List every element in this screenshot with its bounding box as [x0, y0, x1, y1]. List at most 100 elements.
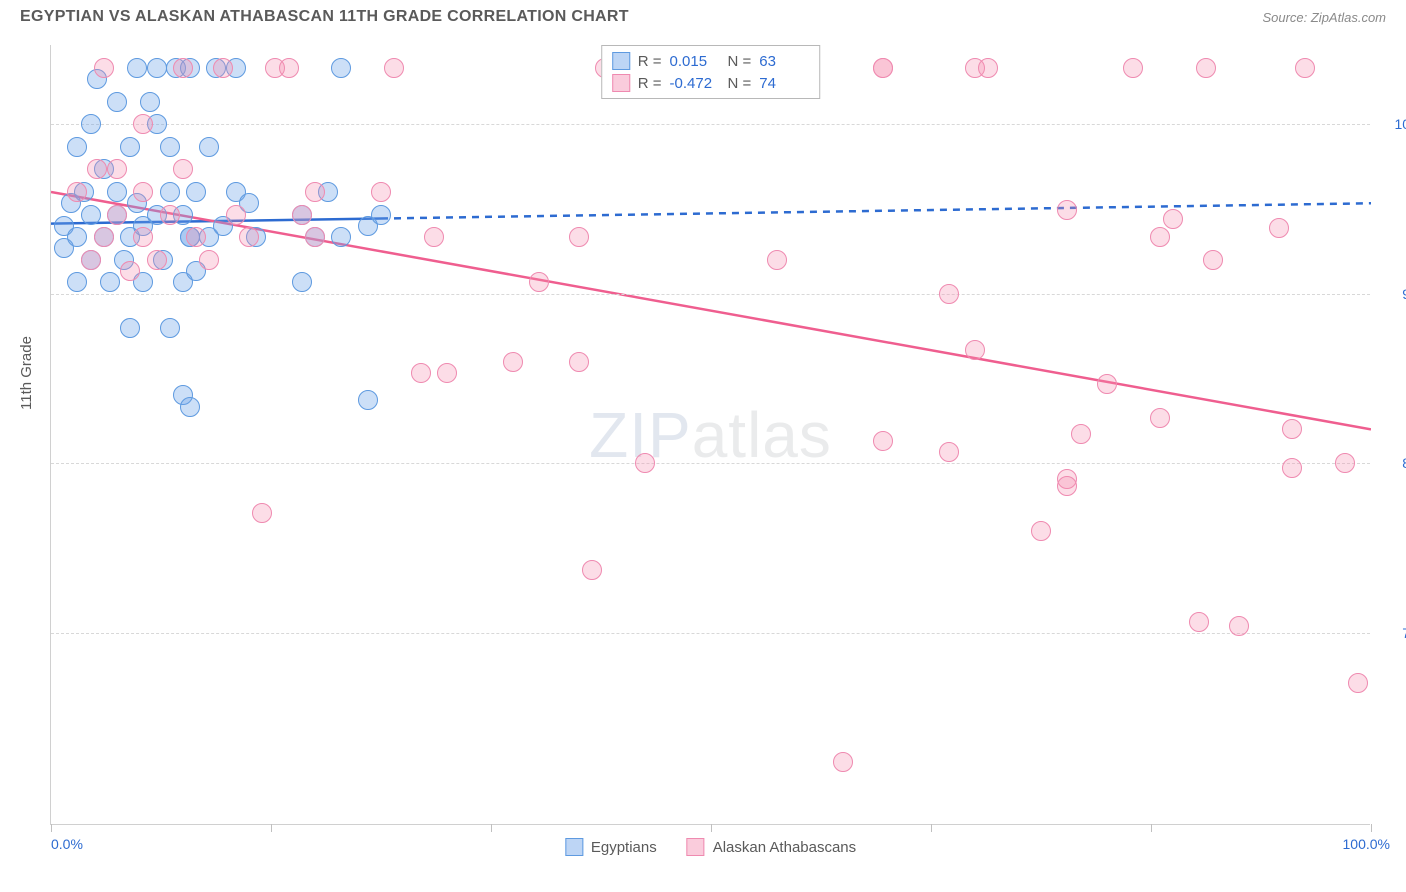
data-point-egyptians	[120, 137, 140, 157]
stats-row: R = -0.472 N = 74	[612, 72, 810, 94]
data-point-egyptians	[199, 137, 219, 157]
data-point-alaskan	[873, 431, 893, 451]
data-point-alaskan	[199, 250, 219, 270]
data-point-egyptians	[331, 58, 351, 78]
data-point-alaskan	[107, 159, 127, 179]
x-tick	[1371, 824, 1372, 832]
x-tick	[931, 824, 932, 832]
data-point-alaskan	[978, 58, 998, 78]
chart-header: EGYPTIAN VS ALASKAN ATHABASCAN 11TH GRAD…	[0, 0, 1406, 30]
legend-swatch	[612, 52, 630, 70]
data-point-alaskan	[1189, 612, 1209, 632]
data-point-alaskan	[939, 284, 959, 304]
data-point-egyptians	[67, 272, 87, 292]
data-point-egyptians	[331, 227, 351, 247]
data-point-egyptians	[160, 318, 180, 338]
x-tick	[51, 824, 52, 832]
legend-label: Alaskan Athabascans	[713, 839, 856, 856]
data-point-egyptians	[67, 137, 87, 157]
data-point-alaskan	[1229, 616, 1249, 636]
data-point-alaskan	[939, 442, 959, 462]
x-axis-min-label: 0.0%	[51, 836, 83, 852]
chart-title: EGYPTIAN VS ALASKAN ATHABASCAN 11TH GRAD…	[20, 8, 629, 26]
stats-legend-box: R = 0.015 N = 63 R = -0.472 N = 74	[601, 45, 821, 99]
bottom-legend: Egyptians Alaskan Athabascans	[565, 838, 856, 856]
data-point-alaskan	[873, 58, 893, 78]
data-point-alaskan	[1097, 374, 1117, 394]
data-point-alaskan	[384, 58, 404, 78]
trend-line	[381, 203, 1371, 218]
data-point-alaskan	[1335, 453, 1355, 473]
data-point-egyptians	[107, 92, 127, 112]
y-axis-label: 11th Grade	[18, 336, 35, 410]
data-point-alaskan	[1031, 521, 1051, 541]
data-point-alaskan	[965, 340, 985, 360]
data-point-alaskan	[1071, 424, 1091, 444]
data-point-alaskan	[424, 227, 444, 247]
data-point-alaskan	[94, 58, 114, 78]
n-value: 74	[759, 75, 809, 92]
y-tick-label: 92.5%	[1402, 286, 1406, 302]
data-point-alaskan	[107, 205, 127, 225]
data-point-alaskan	[239, 227, 259, 247]
data-point-alaskan	[1282, 458, 1302, 478]
data-point-alaskan	[1295, 58, 1315, 78]
data-point-alaskan	[411, 363, 431, 383]
data-point-egyptians	[147, 58, 167, 78]
data-point-egyptians	[140, 92, 160, 112]
data-point-alaskan	[305, 227, 325, 247]
data-point-alaskan	[133, 182, 153, 202]
data-point-egyptians	[160, 137, 180, 157]
chart-plot-area: ZIPatlas 77.5%85.0%92.5%100.0% R =0.015N…	[50, 45, 1370, 825]
data-point-alaskan	[292, 205, 312, 225]
x-axis-max-label: 100.0%	[1343, 836, 1390, 852]
data-point-egyptians	[67, 227, 87, 247]
gridline-h	[51, 463, 1370, 464]
data-point-alaskan	[1203, 250, 1223, 270]
data-point-alaskan	[1348, 673, 1368, 693]
data-point-alaskan	[252, 503, 272, 523]
x-tick	[711, 824, 712, 832]
data-point-alaskan	[437, 363, 457, 383]
data-point-egyptians	[107, 182, 127, 202]
legend-item: Egyptians	[565, 838, 657, 856]
legend-swatch	[687, 838, 705, 856]
r-label: R =	[638, 75, 662, 92]
data-point-alaskan	[529, 272, 549, 292]
data-point-alaskan	[133, 227, 153, 247]
stats-row: R =0.015N =63	[612, 50, 810, 72]
r-value: 0.015	[670, 53, 720, 70]
source-attribution: Source: ZipAtlas.com	[1262, 10, 1386, 25]
y-tick-label: 77.5%	[1402, 625, 1406, 641]
y-tick-label: 85.0%	[1402, 455, 1406, 471]
data-point-alaskan	[1282, 419, 1302, 439]
data-point-alaskan	[173, 159, 193, 179]
data-point-alaskan	[160, 205, 180, 225]
r-value: -0.472	[670, 75, 720, 92]
n-value: 63	[759, 53, 809, 70]
data-point-egyptians	[292, 272, 312, 292]
r-label: R =	[638, 53, 662, 70]
x-tick	[1151, 824, 1152, 832]
data-point-alaskan	[67, 182, 87, 202]
n-label: N =	[728, 75, 752, 92]
data-point-alaskan	[767, 250, 787, 270]
data-point-alaskan	[147, 250, 167, 270]
gridline-h	[51, 294, 1370, 295]
data-point-alaskan	[279, 58, 299, 78]
data-point-alaskan	[503, 352, 523, 372]
legend-swatch	[565, 838, 583, 856]
data-point-egyptians	[127, 58, 147, 78]
data-point-alaskan	[213, 58, 233, 78]
data-point-alaskan	[226, 205, 246, 225]
data-point-alaskan	[1057, 476, 1077, 496]
y-tick-label: 100.0%	[1395, 116, 1406, 132]
data-point-alaskan	[1269, 218, 1289, 238]
data-point-alaskan	[1123, 58, 1143, 78]
data-point-alaskan	[1057, 200, 1077, 220]
data-point-alaskan	[833, 752, 853, 772]
data-point-alaskan	[186, 227, 206, 247]
data-point-alaskan	[371, 182, 391, 202]
data-point-egyptians	[160, 182, 180, 202]
data-point-egyptians	[81, 205, 101, 225]
